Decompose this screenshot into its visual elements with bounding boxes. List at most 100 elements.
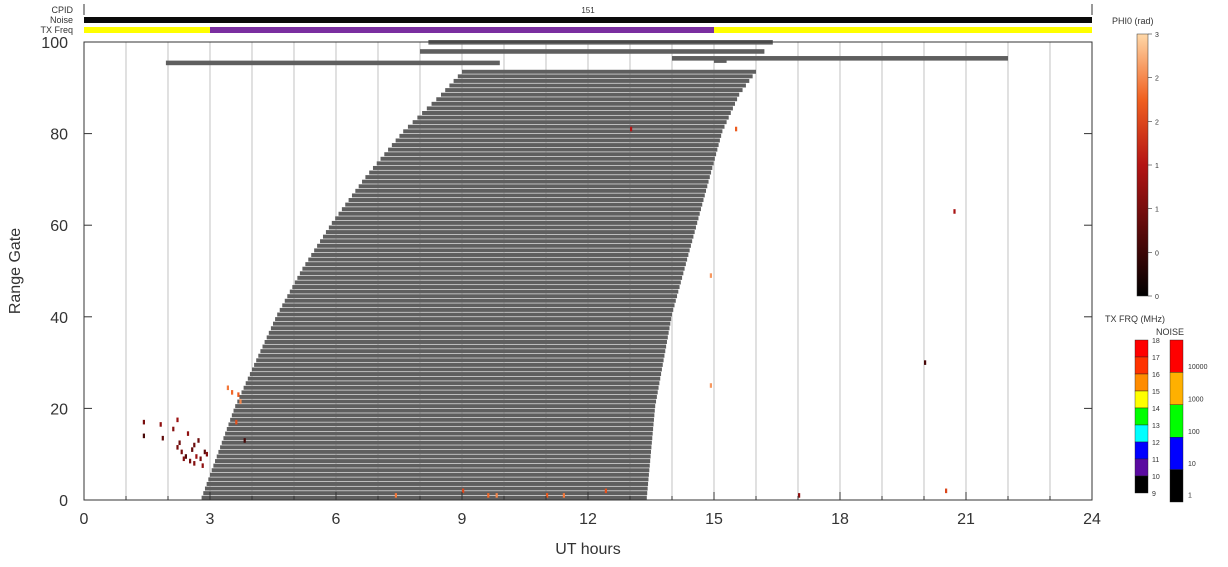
txfrq-swatch-4 bbox=[1134, 407, 1149, 426]
phi0-tick-label: 1 bbox=[1155, 163, 1159, 170]
txfrq-tick-label: 11 bbox=[1152, 457, 1159, 464]
ground-scatter-row bbox=[233, 408, 655, 413]
ground-scatter-row bbox=[220, 445, 652, 450]
txfrq-swatch-0 bbox=[1134, 339, 1149, 358]
ground-scatter-row bbox=[284, 298, 676, 303]
txfrq-swatch-8 bbox=[1134, 475, 1149, 494]
ground-scatter-row bbox=[245, 381, 660, 386]
phi0-point-21 bbox=[193, 442, 196, 448]
phi0-point-28 bbox=[630, 126, 633, 132]
y-tick-label-0: 0 bbox=[59, 493, 68, 510]
ground-scatter-row bbox=[431, 101, 735, 106]
phi0-point-41 bbox=[562, 493, 565, 498]
ground-scatter-row bbox=[297, 275, 683, 280]
ground-scatter-row bbox=[235, 404, 656, 409]
ground-scatter-row bbox=[426, 106, 733, 111]
phi0-colorbar bbox=[1136, 33, 1149, 297]
ground-scatter-row bbox=[226, 427, 654, 431]
ground-scatter-row bbox=[412, 120, 727, 125]
txfrq-tick-label: 9 bbox=[1152, 491, 1156, 498]
ground-scatter-row bbox=[449, 83, 746, 88]
ground-scatter-row bbox=[369, 170, 712, 175]
ground-scatter-row bbox=[266, 335, 668, 340]
ground-scatter-row bbox=[218, 449, 651, 454]
ground-scatter-row bbox=[399, 133, 722, 138]
ground-scatter-row bbox=[287, 294, 678, 299]
ground-scatter-row bbox=[237, 399, 657, 404]
ground-scatter-row bbox=[445, 88, 743, 93]
phi0-tick-label: 2 bbox=[1155, 76, 1159, 83]
phi0-point-5 bbox=[176, 417, 179, 423]
phi0-point-23 bbox=[231, 390, 234, 395]
ground-scatter-row bbox=[256, 358, 664, 363]
ground-scatter-row bbox=[358, 184, 708, 189]
ground-scatter-row bbox=[208, 477, 649, 482]
y-tick-label-40: 40 bbox=[50, 310, 68, 327]
txfrq-swatch-3 bbox=[1134, 390, 1149, 409]
phi0-point-9 bbox=[184, 454, 187, 459]
ground-scatter-row bbox=[422, 111, 731, 115]
phi0-point-14 bbox=[195, 454, 198, 459]
phi0-point-40 bbox=[546, 493, 549, 498]
phi0-point-35 bbox=[798, 493, 801, 498]
phi0-point-16 bbox=[199, 456, 202, 462]
ground-scatter-row bbox=[417, 115, 729, 120]
ground-scatter-row bbox=[239, 394, 657, 399]
phi0-point-17 bbox=[201, 463, 204, 468]
phi0-point-8 bbox=[182, 456, 185, 462]
ground-scatter-row bbox=[299, 271, 684, 276]
ground-scatter-row bbox=[341, 207, 701, 212]
phi0-point-12 bbox=[191, 447, 194, 452]
y-tick-label-60: 60 bbox=[50, 218, 68, 235]
ground-scatter-row bbox=[210, 472, 649, 477]
txfreq-label: TX Freq bbox=[40, 25, 73, 35]
x-tick-label-9: 9 bbox=[458, 511, 467, 528]
ground-scatter-row bbox=[215, 459, 651, 464]
ground-scatter-row bbox=[395, 138, 720, 143]
ground-scatter-band-2 bbox=[714, 58, 727, 63]
phi0-point-10 bbox=[186, 431, 190, 436]
ground-scatter-row bbox=[403, 129, 723, 134]
phi0-point-37 bbox=[462, 488, 465, 494]
txfrq-tick-label: 10 bbox=[1152, 474, 1160, 481]
ground-scatter-row bbox=[221, 440, 652, 445]
ground-scatter-row bbox=[391, 143, 719, 148]
phi0-point-18 bbox=[203, 449, 206, 455]
phi0-point-33 bbox=[924, 360, 927, 365]
noise-swatch-0 bbox=[1169, 339, 1184, 373]
phi0-point-34 bbox=[945, 488, 948, 494]
noise-swatch-3 bbox=[1169, 437, 1184, 470]
ground-scatter-row bbox=[362, 179, 709, 184]
txfrq-tick-label: 13 bbox=[1152, 423, 1160, 430]
txfrq-colorbar: 18 17 16 15 14 13 12 11 10 9 bbox=[1134, 338, 1160, 498]
ground-scatter-row bbox=[302, 266, 685, 271]
phi0-point-36 bbox=[394, 493, 397, 498]
noise-swatch-1 bbox=[1169, 372, 1184, 405]
ground-scatter-row bbox=[223, 436, 653, 441]
ground-scatter-row bbox=[372, 165, 713, 170]
phi0-point-42 bbox=[604, 488, 607, 494]
x-tick-label-21: 21 bbox=[957, 511, 975, 528]
ground-scatter-row bbox=[331, 220, 698, 225]
phi0-tick-label: 2 bbox=[1155, 119, 1159, 126]
ground-scatter-row bbox=[308, 257, 688, 262]
noise-colorbar-title: NOISE bbox=[1156, 327, 1184, 337]
tx-freq-bar bbox=[84, 27, 1092, 33]
ground-scatter-row bbox=[322, 234, 694, 239]
ground-scatter-row bbox=[213, 463, 650, 468]
phi0-point-30 bbox=[709, 273, 712, 278]
ground-scatter-row bbox=[351, 193, 705, 198]
ground-scatter-row bbox=[311, 252, 689, 257]
ground-scatter-row bbox=[216, 454, 651, 459]
txfrq-tick-label: 15 bbox=[1152, 389, 1160, 396]
ground-scatter-row bbox=[231, 413, 655, 418]
noise-label: Noise bbox=[50, 15, 73, 25]
ground-scatter-row bbox=[230, 417, 654, 422]
phi0-point-24 bbox=[237, 392, 240, 397]
cpid-label: CPID bbox=[51, 5, 73, 15]
ground-scatter-row bbox=[314, 248, 690, 253]
ground-scatter-row bbox=[264, 340, 667, 344]
ground-scatter-row bbox=[252, 367, 662, 372]
ground-scatter-row bbox=[282, 303, 675, 308]
tx-freq-segment-2 bbox=[714, 27, 1092, 33]
